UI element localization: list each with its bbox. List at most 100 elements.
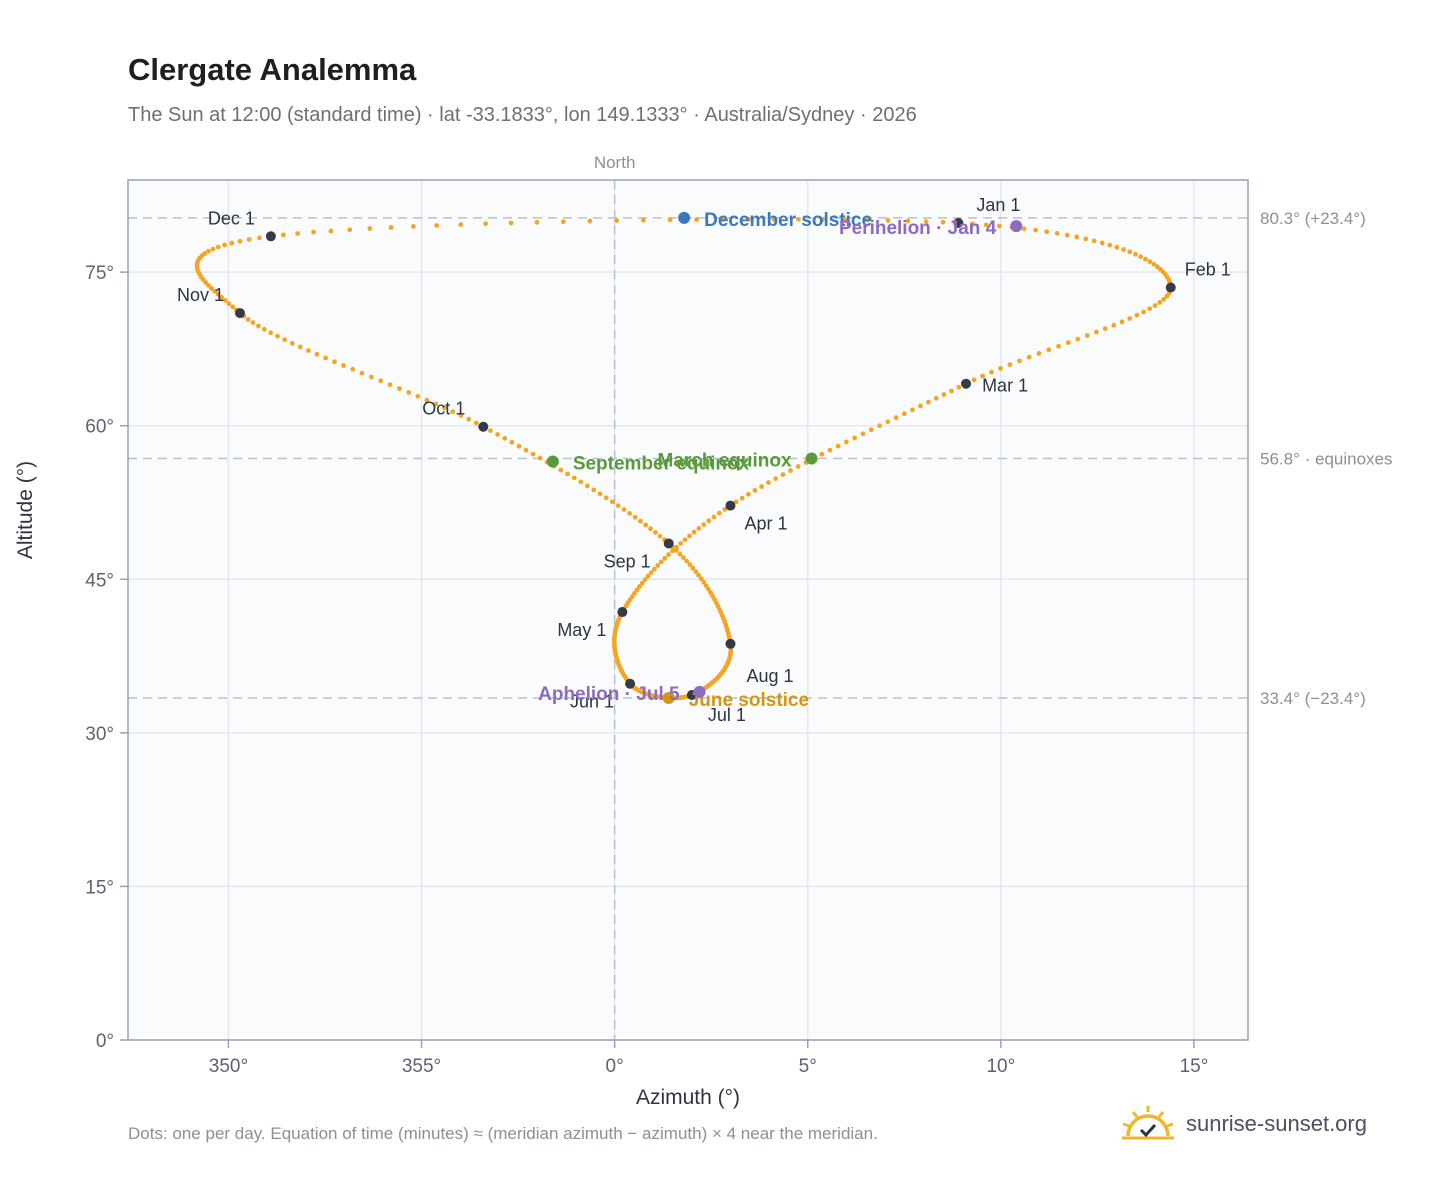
daily-dot [215, 244, 221, 250]
daily-dot [483, 221, 489, 227]
daily-dot [852, 435, 858, 441]
daily-dot [997, 223, 1002, 229]
month-label: Feb 1 [1185, 260, 1231, 280]
daily-dot [458, 413, 464, 418]
daily-dot [639, 580, 645, 586]
daily-dot [584, 483, 590, 489]
daily-dot [458, 222, 464, 227]
month-marker [235, 308, 245, 319]
brand-name: sunrise-sunset.org [1186, 1111, 1367, 1136]
daily-dot [591, 487, 597, 493]
daily-dot [893, 415, 899, 421]
daily-dot [780, 472, 786, 477]
footnote: Dots: one per day. Equation of time (min… [128, 1124, 878, 1143]
month-label: Apr 1 [744, 514, 787, 534]
daily-dot [701, 522, 707, 528]
y-tick-label: 60° [85, 417, 114, 438]
daily-dot [534, 219, 540, 225]
daily-dot [433, 401, 439, 407]
daily-dot [530, 451, 536, 457]
daily-dot [306, 348, 311, 353]
daily-dot [388, 225, 394, 230]
daily-dot [245, 316, 251, 322]
daily-dot [662, 555, 668, 561]
event-label: Perihelion · Jan 4 [839, 218, 997, 239]
month-marker [478, 421, 489, 432]
daily-dot [1141, 309, 1146, 315]
daily-dot [684, 558, 690, 564]
plot-area [128, 180, 1248, 1040]
daily-dot [295, 231, 301, 236]
reference-line-label: 56.8° · equinoxes [1260, 449, 1393, 468]
daily-dot [627, 511, 633, 516]
daily-dot [1127, 249, 1133, 255]
reference-line-label: 80.3° (+23.4°) [1260, 209, 1366, 228]
daily-dot [926, 399, 931, 405]
daily-dot [219, 295, 225, 300]
daily-dot [558, 467, 564, 473]
daily-dot [1107, 242, 1113, 248]
daily-dot [666, 552, 671, 558]
daily-dot [347, 227, 353, 233]
daily-dot [578, 479, 584, 485]
daily-dot [297, 344, 303, 350]
daily-dot [901, 411, 907, 417]
north-marker: North [594, 153, 635, 1040]
month-marker [725, 500, 736, 511]
month-marker [265, 231, 276, 242]
daily-dot [1121, 247, 1126, 252]
daily-dot [1091, 238, 1097, 244]
daily-dot [1017, 358, 1022, 364]
daily-dot [466, 416, 472, 422]
daily-dot [621, 507, 627, 512]
daily-dot [1127, 316, 1133, 321]
daily-dot [795, 464, 801, 469]
daily-dot [210, 246, 216, 252]
daily-dot [424, 397, 430, 403]
daily-dot [693, 569, 699, 575]
daily-dot [289, 340, 295, 346]
daily-dot [495, 432, 501, 437]
event-label: December solstice [704, 210, 872, 231]
daily-dot [673, 548, 679, 553]
x-tick-label: 0° [606, 1056, 624, 1077]
x-tick-label: 5° [799, 1056, 817, 1077]
daily-dot [796, 216, 801, 222]
daily-dot [1147, 259, 1153, 265]
daily-dot [940, 219, 946, 225]
x-tick-label: 350° [209, 1056, 248, 1077]
daily-dot [246, 237, 252, 242]
daily-dot [1074, 234, 1080, 240]
daily-dot [509, 439, 515, 445]
plot-frame [127, 179, 1249, 1041]
y-tick-label: 45° [85, 570, 114, 591]
daily-dot [280, 232, 286, 238]
daily-dot [222, 242, 227, 248]
daily-dot [827, 447, 833, 453]
daily-dot [653, 530, 658, 535]
daily-dot [1152, 303, 1158, 308]
daily-dot [651, 566, 657, 572]
month-marker [1165, 282, 1176, 293]
daily-dot [941, 392, 947, 397]
daily-dot [637, 584, 642, 589]
y-tick-label: 15° [85, 877, 114, 898]
daily-dot [918, 403, 923, 409]
daily-dot [868, 427, 874, 433]
y-tick-label: 75° [85, 263, 114, 284]
daily-dot [678, 541, 684, 546]
daily-dot [411, 224, 416, 229]
daily-dot [1133, 251, 1138, 257]
daily-dot [980, 373, 986, 379]
daily-dot [473, 420, 479, 426]
daily-dot [229, 240, 235, 246]
daily-dot [502, 435, 508, 441]
daily-dot [910, 407, 915, 413]
daily-dot [998, 365, 1003, 371]
daily-dot [657, 533, 663, 539]
daily-dot [311, 229, 316, 235]
daily-dot [696, 526, 702, 531]
daily-dot [687, 533, 692, 539]
brand-link[interactable]: sunrise-sunset.org [1120, 1102, 1367, 1146]
